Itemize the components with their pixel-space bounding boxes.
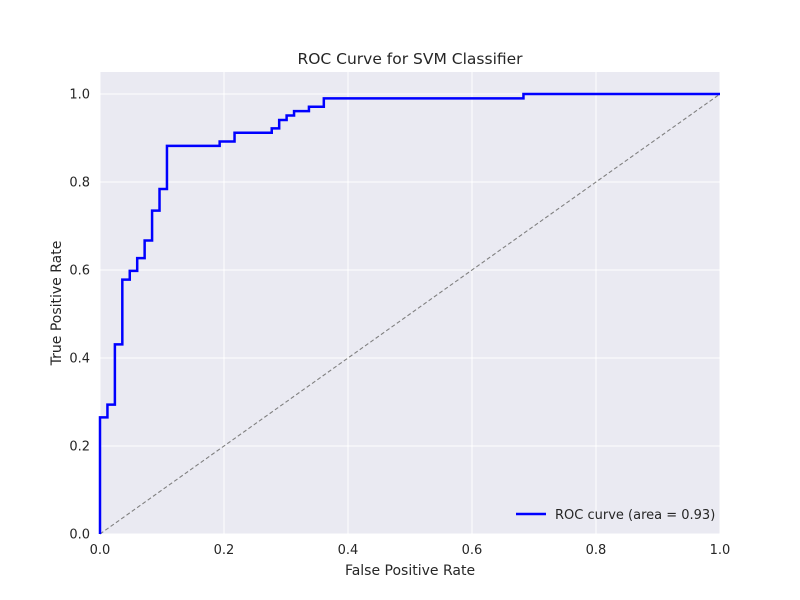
x-tick-label: 0.0 bbox=[90, 543, 111, 558]
roc-curve-line bbox=[98, 92, 720, 534]
chart-title: ROC Curve for SVM Classifier bbox=[297, 50, 523, 68]
chance-diagonal-line bbox=[99, 93, 721, 535]
x-tick-labels: 0.0 0.2 0.4 0.6 0.8 1.0 bbox=[90, 543, 731, 558]
y-tick-label: 0.0 bbox=[69, 528, 90, 543]
y-tick-label: 0.8 bbox=[69, 176, 90, 191]
x-tick-label: 0.2 bbox=[214, 543, 235, 558]
x-tick-label: 0.8 bbox=[586, 543, 607, 558]
y-tick-label: 0.4 bbox=[69, 352, 90, 367]
series-layer bbox=[98, 92, 721, 535]
y-tick-label: 1.0 bbox=[69, 88, 90, 103]
y-axis-label: True Positive Rate bbox=[49, 241, 65, 367]
y-tick-label: 0.6 bbox=[69, 264, 90, 279]
x-axis-label: False Positive Rate bbox=[345, 563, 475, 579]
plot-area bbox=[100, 72, 720, 534]
legend: ROC curve (area = 0.93) bbox=[516, 508, 715, 523]
x-tick-label: 0.6 bbox=[462, 543, 483, 558]
x-tick-label: 0.4 bbox=[338, 543, 359, 558]
grid-lines bbox=[99, 72, 721, 535]
y-tick-labels: 0.0 0.2 0.4 0.6 0.8 1.0 bbox=[69, 88, 90, 543]
legend-label: ROC curve (area = 0.93) bbox=[555, 508, 715, 523]
x-tick-label: 1.0 bbox=[710, 543, 731, 558]
y-tick-label: 0.2 bbox=[69, 440, 90, 455]
